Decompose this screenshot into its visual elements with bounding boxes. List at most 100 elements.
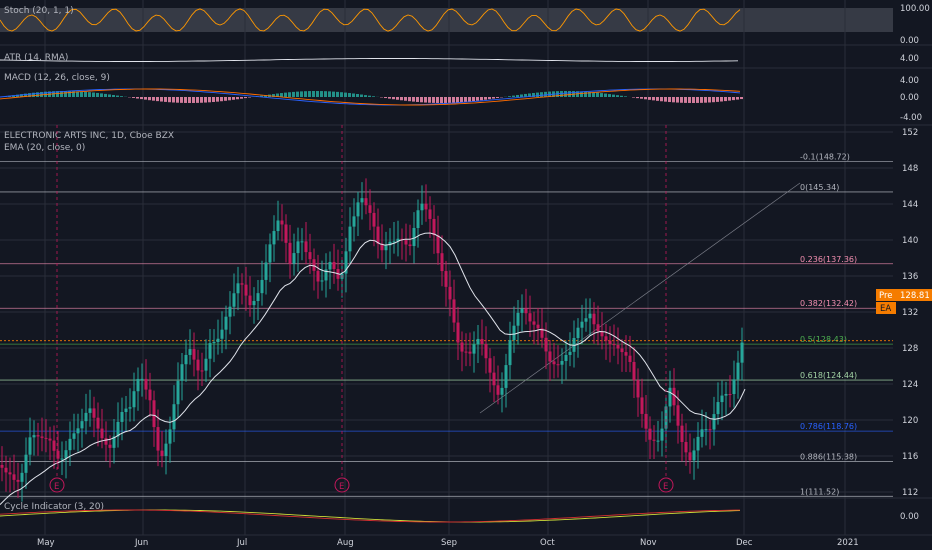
- macd-histogram-bar: [356, 93, 359, 97]
- macd-histogram-bar: [120, 96, 123, 97]
- candle-body: [728, 393, 732, 395]
- macd-histogram-bar: [296, 91, 299, 97]
- candle-body: [680, 425, 684, 442]
- candle-body: [664, 406, 668, 429]
- macd-histogram-bar: [116, 95, 119, 97]
- price-tick-label: 112: [902, 488, 918, 498]
- macd-histogram-bar: [136, 97, 139, 99]
- candle-body: [604, 336, 608, 341]
- macd-histogram-bar: [488, 97, 491, 100]
- macd-histogram-bar: [452, 97, 455, 103]
- candle-body: [616, 344, 620, 349]
- candle-body: [520, 308, 524, 313]
- candle-body: [488, 358, 492, 373]
- fib-label: 0.5(128.43): [800, 335, 847, 344]
- macd-histogram-bar: [96, 92, 99, 97]
- macd-histogram-bar: [216, 97, 219, 102]
- candle-body: [64, 450, 68, 459]
- candle-body: [460, 342, 464, 352]
- macd-histogram-bar: [280, 93, 283, 97]
- candle-body: [172, 404, 176, 430]
- candle-body: [296, 241, 300, 254]
- candle-body: [632, 361, 636, 381]
- candle-body: [396, 238, 400, 242]
- macd-histogram-bar: [540, 92, 543, 97]
- candle-body: [712, 414, 716, 430]
- candle-body: [92, 408, 96, 418]
- macd-histogram-bar: [676, 97, 679, 103]
- candle-body: [676, 405, 680, 426]
- macd-histogram-bar: [104, 93, 107, 97]
- month-label: May: [37, 538, 55, 548]
- macd-histogram-bar: [632, 97, 635, 98]
- candle-body: [388, 241, 392, 246]
- candle-body: [248, 295, 252, 306]
- candle-body: [720, 395, 724, 403]
- candle-body: [576, 327, 580, 339]
- candle-body: [368, 205, 372, 213]
- candle-body: [180, 364, 184, 381]
- candle-body: [52, 440, 56, 451]
- stoch-line: [0, 8, 741, 32]
- macd-histogram-bar: [432, 97, 435, 103]
- candle-body: [644, 413, 648, 429]
- candle-body: [436, 235, 440, 254]
- macd-histogram-bar: [92, 92, 95, 97]
- macd-histogram-bar: [692, 97, 695, 103]
- candle-body: [608, 340, 612, 345]
- candle-body: [48, 438, 52, 441]
- candle-body: [328, 261, 332, 270]
- price-axis: 152 148 144 140 136 132 128 124 120 116 112 100.00 0…: [900, 4, 930, 522]
- month-label: Aug: [337, 538, 354, 548]
- macd-histogram-bar: [352, 93, 355, 97]
- candle-body: [624, 352, 628, 356]
- earnings-marker-label: E: [339, 482, 344, 492]
- macd-histogram-bar: [696, 97, 699, 103]
- candle-body: [636, 380, 640, 398]
- macd-histogram-bar: [680, 97, 683, 103]
- candle-body: [120, 412, 124, 422]
- candle-body: [304, 241, 308, 253]
- candle-body: [652, 439, 656, 441]
- candle-body: [592, 313, 596, 325]
- price-tick-label: 140: [902, 236, 918, 246]
- candle-body: [420, 203, 424, 211]
- candle-body: [708, 429, 712, 431]
- candle-body: [648, 428, 652, 440]
- time-axis: May Jun Jul Aug Sep Oct Nov Dec 2021: [37, 538, 859, 548]
- candle-body: [284, 224, 288, 243]
- macd-histogram-bar: [536, 92, 539, 97]
- ema-line: [0, 232, 746, 505]
- atr-line: [0, 58, 739, 62]
- macd-histogram-bar: [76, 91, 79, 97]
- candle-body: [532, 321, 536, 325]
- month-label: Jun: [134, 538, 148, 548]
- symbol-tag-bg: [876, 302, 896, 314]
- candle-body: [432, 218, 436, 236]
- macd-histogram-bar: [308, 91, 311, 97]
- trend-line: [479, 182, 801, 414]
- macd-histogram-bar: [704, 97, 707, 103]
- macd-histogram-bar: [80, 91, 83, 97]
- macd-histogram-bar: [388, 97, 391, 99]
- candle-body: [428, 209, 432, 219]
- candle-body: [416, 210, 420, 229]
- candle-body: [164, 443, 168, 456]
- candle-body: [260, 279, 264, 294]
- macd-histogram-bar: [584, 91, 587, 97]
- macd-histogram-bar: [100, 93, 103, 97]
- macd-histogram-bar: [700, 97, 703, 103]
- fib-label: 0.886(115.38): [800, 453, 857, 462]
- candle-body: [80, 421, 84, 429]
- macd-histogram-bar: [448, 97, 451, 103]
- macd-histogram-bar: [316, 91, 319, 97]
- signal-line: [0, 88, 741, 106]
- macd-histogram-bar: [192, 97, 195, 103]
- macd-histogram-bar: [712, 97, 715, 103]
- macd-histogram-bar: [64, 91, 67, 97]
- macd-histogram-bar: [624, 96, 627, 97]
- candle-body: [240, 283, 244, 285]
- candle-body: [496, 385, 500, 395]
- earnings-marker: [49, 477, 65, 493]
- macd-histogram-bar: [320, 91, 323, 97]
